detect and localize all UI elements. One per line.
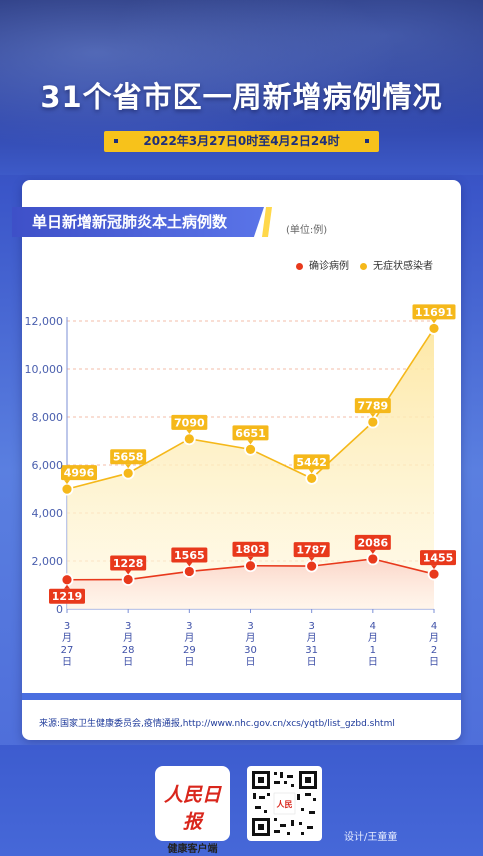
- confirmed-area: [67, 558, 434, 609]
- x-tick-label: 3 月 28 日: [122, 621, 135, 668]
- svg-text:人民: 人民: [277, 799, 293, 809]
- y-tick-label: 0: [56, 603, 63, 616]
- confirmed-label-pointer: [369, 549, 376, 554]
- y-tick-label: 12,000: [25, 315, 64, 328]
- qr-code: 人民: [247, 766, 322, 841]
- asymptomatic-data-label: 6651: [235, 427, 266, 440]
- logo-main-text: 人民日报: [163, 784, 221, 833]
- asymptomatic-label-bg: [354, 398, 391, 414]
- confirmed-label-pointer: [64, 584, 70, 589]
- asymptomatic-label-bg: [110, 449, 147, 465]
- designer-credit: 设计/王童童: [344, 832, 398, 843]
- asymptomatic-label-pointer: [308, 469, 315, 474]
- confirmed-point: [427, 567, 441, 581]
- line-chart: 1219 1228 1565 1803 1787 2086 1455 4996 5658 7090…: [25, 304, 456, 668]
- asymptomatic-label-bg: [293, 454, 330, 470]
- date-right-dot: [365, 139, 369, 143]
- asymptomatic-label-bg: [171, 414, 208, 430]
- confirmed-label-pointer: [125, 570, 132, 575]
- logo-sub-text: 健康客户端: [167, 844, 218, 855]
- confirmed-point: [60, 573, 74, 587]
- asymptomatic-point: [182, 432, 196, 446]
- date-range-badge: 2022年3月27日0时至4月2日24时: [104, 131, 379, 152]
- confirmed-point: [121, 573, 135, 586]
- asymptomatic-label-pointer: [431, 319, 437, 324]
- chart-title: 单日新增新冠肺炎本土病例数: [12, 207, 264, 237]
- confirmed-data-label: 1228: [113, 557, 144, 570]
- asymptomatic-label-bg: [412, 304, 456, 320]
- asymptomatic-data-label: 7789: [358, 400, 389, 413]
- asymptomatic-data-label: 5658: [113, 451, 144, 464]
- asymptomatic-point: [60, 482, 74, 496]
- confirmed-label-pointer: [186, 562, 193, 567]
- y-tick-label: 10,000: [25, 363, 64, 376]
- confirmed-label-pointer: [247, 556, 254, 561]
- confirmed-data-label: 1219: [52, 590, 83, 603]
- asymptomatic-data-label: 7090: [174, 416, 205, 429]
- y-tick-label: 4,000: [32, 507, 64, 520]
- page-title: 31个省市区一周新增病例情况: [40, 80, 443, 114]
- confirmed-label-bg: [171, 547, 208, 563]
- asymptomatic-point: [305, 471, 319, 485]
- asymptomatic-point: [366, 415, 380, 429]
- legend-confirmed: 确诊病例: [296, 257, 349, 272]
- confirmed-point: [182, 565, 196, 578]
- asymptomatic-label-pointer: [247, 440, 254, 445]
- confirmed-label-pointer: [308, 557, 315, 562]
- confirmed-legend-label: 确诊病例: [309, 261, 349, 272]
- asymptomatic-area: [67, 328, 434, 609]
- asymptomatic-legend-dot: [360, 262, 367, 270]
- asymptomatic-point: [121, 466, 135, 480]
- confirmed-data-label: 1455: [423, 552, 454, 565]
- source-note: 来源:国家卫生健康委员会,疫情通报,http://www.nhc.gov.cn/…: [39, 719, 395, 729]
- confirmed-data-label: 1565: [174, 549, 205, 562]
- chart-title-accent: [262, 207, 272, 237]
- asymptomatic-data-label: 4996: [64, 467, 95, 480]
- y-tick-label: 6,000: [32, 459, 64, 472]
- confirmed-legend-dot: [296, 262, 303, 270]
- asymptomatic-legend-label: 无症状感染者: [373, 261, 433, 272]
- unit-label: (单位:例): [286, 225, 328, 236]
- confirmed-point: [244, 559, 257, 573]
- x-tick-label: 3 月 30 日: [244, 621, 257, 668]
- confirmed-label-bg: [354, 534, 391, 550]
- card-accent-bar: [22, 693, 461, 700]
- y-tick-label: 2,000: [32, 555, 64, 568]
- asymptomatic-label-bg: [232, 425, 269, 441]
- x-tick-label: 3 月 31 日: [305, 621, 318, 668]
- footer-band: [0, 745, 483, 856]
- app-logo: 人民日报 健康客户端: [155, 766, 230, 855]
- x-tick-label: 3 月 29 日: [183, 621, 196, 668]
- confirmed-label-bg: [49, 588, 85, 604]
- confirmed-point: [366, 552, 380, 566]
- date-range-text: 2022年3月27日0时至4月2日24时: [143, 134, 340, 148]
- asymptomatic-label-pointer: [64, 480, 70, 485]
- asymptomatic-point: [244, 442, 257, 456]
- confirmed-data-label: 1787: [296, 544, 327, 557]
- x-tick-label: 3 月 27 日: [61, 621, 74, 668]
- confirmed-label-pointer: [431, 565, 437, 570]
- legend-asymptomatic: 无症状感染者: [360, 257, 433, 272]
- asymptomatic-point: [427, 322, 441, 335]
- confirmed-point: [305, 559, 319, 573]
- asymptomatic-data-label: 5442: [296, 456, 327, 469]
- qr-code-pattern: 人民: [252, 771, 317, 836]
- date-left-dot: [114, 139, 118, 143]
- confirmed-label-bg: [293, 542, 330, 558]
- confirmed-label-bg: [232, 541, 269, 557]
- asymptomatic-label-pointer: [125, 464, 132, 469]
- asymptomatic-label-bg: [61, 465, 97, 481]
- confirmed-label-bg: [420, 550, 456, 566]
- asymptomatic-label-pointer: [369, 413, 376, 418]
- y-tick-label: 8,000: [32, 411, 64, 424]
- asymptomatic-label-pointer: [186, 429, 193, 434]
- confirmed-label-bg: [110, 555, 147, 571]
- confirmed-data-label: 1803: [235, 543, 266, 556]
- asymptomatic-data-label: 11691: [415, 306, 453, 319]
- confirmed-data-label: 2086: [358, 536, 389, 549]
